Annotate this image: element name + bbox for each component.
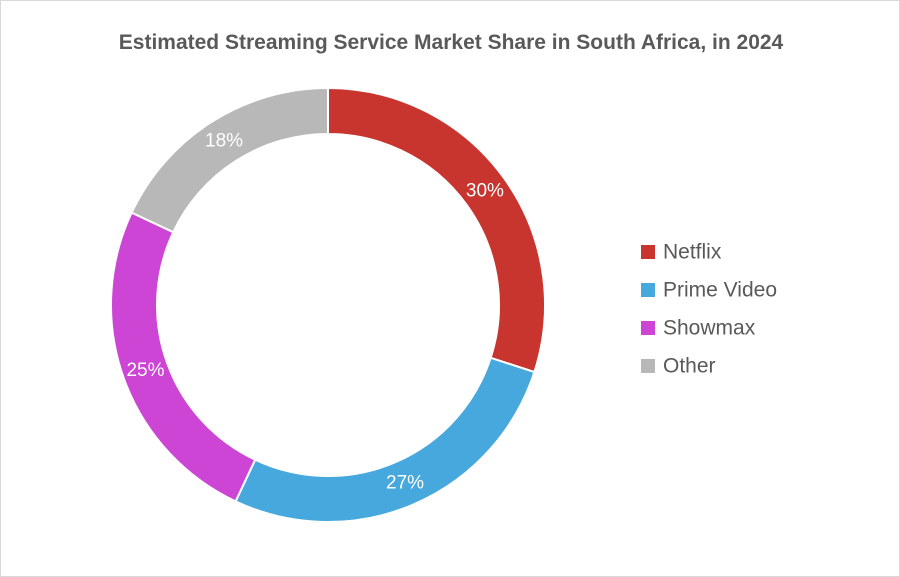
- legend-swatch-prime-video: [641, 283, 655, 297]
- donut-slices: [110, 86, 546, 523]
- slice-showmax: [110, 211, 257, 503]
- slice-netflix: [327, 86, 546, 374]
- legend-label-prime-video: Prime Video: [663, 279, 777, 302]
- legend-swatch-showmax: [641, 321, 655, 335]
- legend-label-showmax: Showmax: [663, 317, 756, 340]
- slice-label-showmax: 25%: [126, 360, 164, 381]
- legend-label-other: Other: [663, 355, 716, 378]
- legend-swatch-netflix: [641, 245, 655, 259]
- slice-label-prime-video: 27%: [386, 473, 424, 494]
- slice-prime-video: [234, 356, 536, 523]
- legend-label-netflix: Netflix: [663, 241, 722, 264]
- slice-other: [130, 86, 329, 234]
- legend: Netflix Prime Video Showmax Other: [641, 241, 777, 378]
- legend-swatch-other: [641, 359, 655, 373]
- chart-title: Estimated Streaming Service Market Share…: [118, 31, 784, 54]
- slice-label-other: 18%: [205, 131, 243, 152]
- slice-labels: 30% 27% 25% 18%: [126, 131, 504, 494]
- slice-label-netflix: 30%: [466, 180, 504, 201]
